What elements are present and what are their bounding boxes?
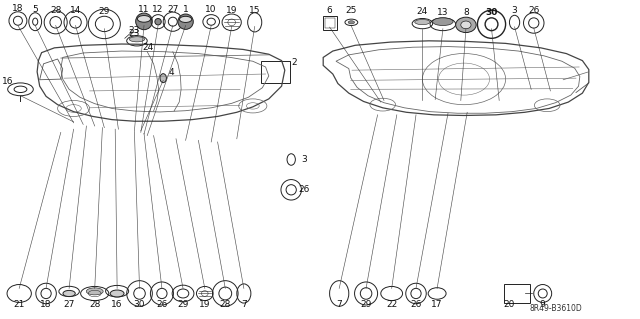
Ellipse shape [110, 290, 124, 297]
Ellipse shape [160, 74, 166, 83]
Text: 28: 28 [220, 300, 231, 309]
Text: 13: 13 [437, 8, 449, 17]
Text: 23: 23 [129, 29, 140, 38]
Bar [323, 16, 337, 30]
Text: 26: 26 [156, 300, 168, 309]
Ellipse shape [433, 18, 453, 26]
Text: 30: 30 [134, 300, 145, 309]
Text: 28: 28 [50, 6, 61, 15]
Text: 28: 28 [89, 300, 100, 309]
Text: 19: 19 [199, 300, 211, 309]
Text: 17: 17 [431, 300, 443, 309]
Text: 21: 21 [13, 300, 25, 309]
Text: 8R49-B3610D: 8R49-B3610D [529, 304, 582, 313]
Text: 26: 26 [298, 185, 310, 194]
Text: 7: 7 [337, 300, 342, 309]
Text: 7: 7 [241, 300, 246, 309]
Bar [324, 18, 335, 28]
Ellipse shape [129, 37, 145, 42]
Text: 5: 5 [33, 5, 38, 14]
Ellipse shape [348, 21, 355, 24]
Text: 24: 24 [417, 7, 428, 16]
Text: 24: 24 [143, 43, 154, 52]
Text: 2: 2 [292, 58, 297, 67]
Text: 9: 9 [540, 300, 545, 309]
Ellipse shape [86, 288, 103, 295]
Text: 11: 11 [138, 5, 150, 14]
Ellipse shape [415, 19, 430, 25]
Text: 25: 25 [346, 6, 357, 15]
Ellipse shape [136, 13, 152, 30]
Text: 26: 26 [410, 300, 422, 309]
Text: 8: 8 [463, 8, 468, 17]
Text: 3: 3 [512, 6, 517, 15]
Text: 16: 16 [111, 300, 123, 309]
Text: 18: 18 [12, 4, 24, 13]
Text: 29: 29 [360, 300, 372, 309]
Text: 27: 27 [63, 300, 75, 309]
Bar [504, 284, 530, 303]
Text: 1: 1 [183, 5, 188, 14]
Text: 19: 19 [226, 6, 237, 15]
Ellipse shape [138, 16, 150, 22]
Text: 16: 16 [2, 77, 13, 86]
Text: 6: 6 [327, 6, 332, 15]
Ellipse shape [179, 16, 192, 22]
Text: 20: 20 [504, 300, 515, 309]
Text: 14: 14 [70, 6, 81, 15]
Text: 29: 29 [99, 7, 110, 16]
Ellipse shape [63, 290, 76, 297]
Text: 30: 30 [485, 8, 498, 17]
Text: 12: 12 [152, 5, 164, 14]
Ellipse shape [461, 21, 471, 29]
Text: 23: 23 [129, 26, 140, 35]
Bar [261, 61, 289, 83]
Text: 4: 4 [168, 68, 173, 77]
Text: 3: 3 [301, 155, 307, 164]
Text: 10: 10 [205, 5, 217, 14]
Ellipse shape [456, 17, 476, 33]
Text: 27: 27 [167, 5, 179, 14]
Text: 15: 15 [249, 6, 260, 15]
Ellipse shape [178, 14, 193, 29]
Ellipse shape [155, 19, 161, 25]
Text: 26: 26 [528, 6, 540, 15]
Text: 18: 18 [40, 300, 52, 309]
Text: 22: 22 [386, 300, 397, 309]
Text: 29: 29 [177, 300, 189, 309]
